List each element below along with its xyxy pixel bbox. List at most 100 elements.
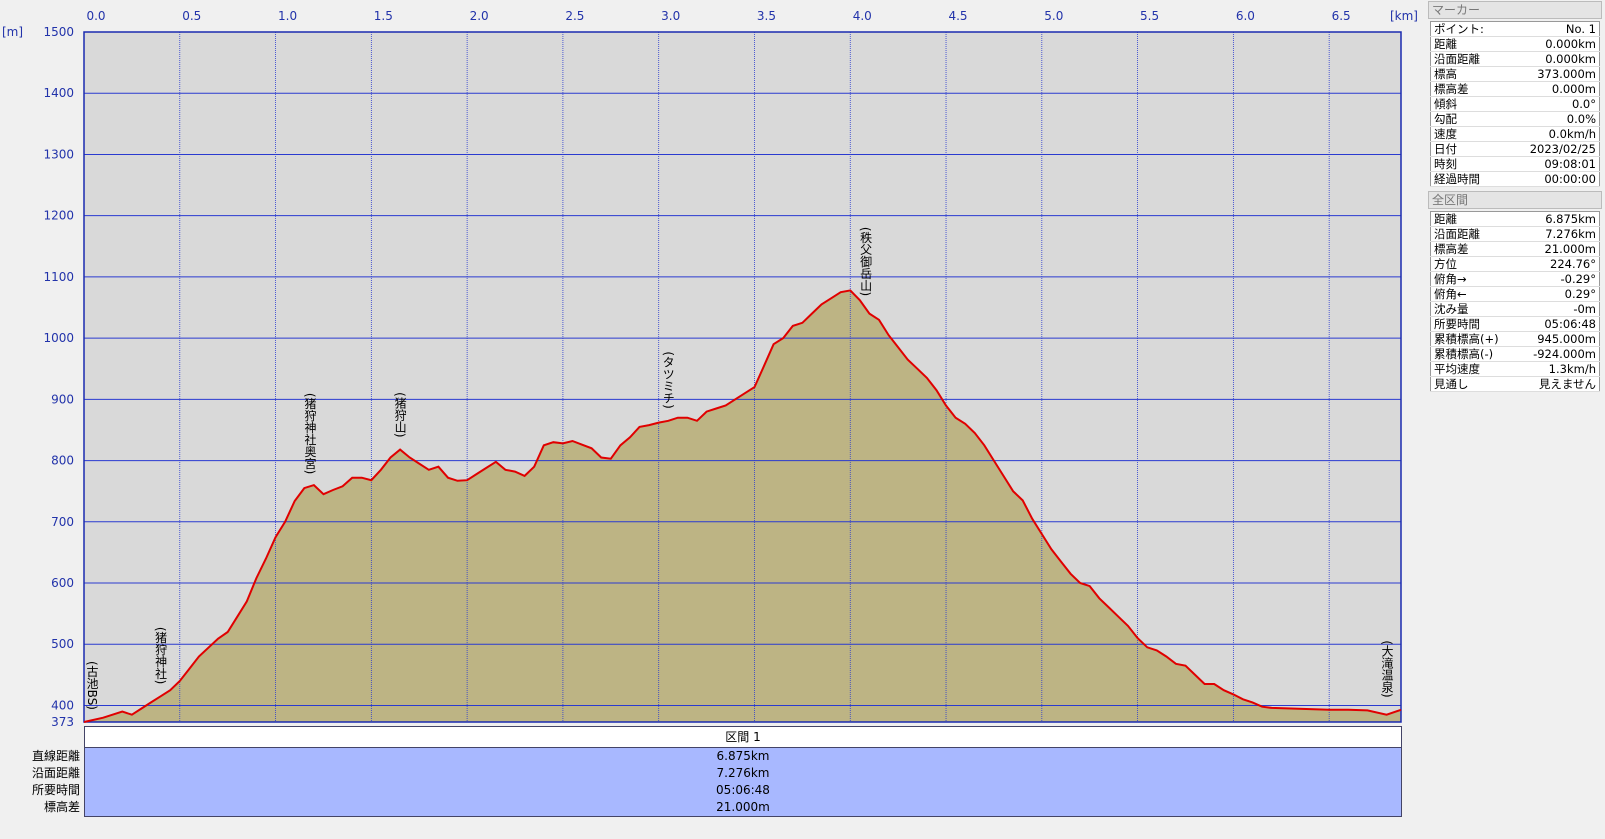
- info-panel: マーカー ポイント: No. 1 距離 0.000km 沿面距離 0.000km 標高 373.…: [1428, 0, 1602, 396]
- x-tick-label: 5.0: [1044, 9, 1063, 23]
- spacer: [0, 727, 85, 748]
- panel-label: 平均速度: [1430, 361, 1516, 377]
- panel-value: 0.000m: [1504, 81, 1600, 97]
- panel-value: 945.000m: [1516, 331, 1600, 347]
- panel-value: -0.29°: [1516, 271, 1600, 287]
- y-tick-label: 600: [51, 576, 74, 590]
- panel-row: 俯角← 0.29°: [1430, 286, 1600, 302]
- panel-value: 0.000km: [1504, 36, 1600, 52]
- panel-label: ポイント:: [1430, 21, 1505, 37]
- section-value: 7.276km: [84, 765, 1402, 782]
- panel-value: 0.0km/h: [1504, 126, 1600, 142]
- section-value: 6.875km: [84, 747, 1402, 765]
- panel-label: 速度: [1430, 126, 1505, 142]
- y-tick-label: 700: [51, 515, 74, 529]
- panel-row: 標高差 0.000m: [1430, 81, 1600, 97]
- panel-row: 沈み量 -0m: [1430, 301, 1600, 317]
- panel-label: 距離: [1430, 211, 1516, 227]
- plot-border: [83, 31, 1402, 723]
- x-tick-label: 3.0: [661, 9, 680, 23]
- y-tick-label: 900: [51, 392, 74, 406]
- panel-label: 俯角←: [1430, 286, 1516, 302]
- waypoint-label: (猪狩神社): [154, 627, 168, 684]
- waypoint-label: (猪狩神社奥宮): [303, 393, 317, 474]
- y-tick-label: 1500: [43, 25, 74, 39]
- panel-label: 沿面距離: [1430, 51, 1505, 67]
- panel-value: 0.000km: [1504, 51, 1600, 67]
- x-tick-label: 6.0: [1236, 9, 1255, 23]
- panel-label: 所要時間: [1430, 316, 1516, 332]
- waypoint-label: (古池BS): [85, 661, 99, 710]
- panel-label: 見通し: [1430, 376, 1516, 392]
- panel-label: 時刻: [1430, 156, 1505, 172]
- panel-row: 累積標高(+) 945.000m: [1430, 331, 1600, 347]
- panel-label: 日付: [1430, 141, 1505, 157]
- panel-row: 傾斜 0.0°: [1430, 96, 1600, 112]
- x-tick-label: 0.5: [182, 9, 201, 23]
- section-header: 区間 1: [84, 726, 1402, 748]
- panel-label: 沿面距離: [1430, 226, 1516, 242]
- panel-row: 所要時間 05:06:48: [1430, 316, 1600, 332]
- area-fill: [84, 290, 1401, 722]
- section-table: 区間 1 直線距離 6.875km 沿面距離 7.276km 所要時間 05:06:48 標高…: [0, 726, 1402, 817]
- panel-row: 速度 0.0km/h: [1430, 126, 1600, 142]
- panel-row: 累積標高(-) -924.000m: [1430, 346, 1600, 362]
- panel-value: 21.000m: [1516, 241, 1600, 257]
- panel-row: 距離 0.000km: [1430, 36, 1600, 52]
- panel-label: 累積標高(-): [1430, 346, 1516, 362]
- panel-row: 沿面距離 7.276km: [1430, 226, 1600, 242]
- y-tick-label: 1100: [43, 270, 74, 284]
- panel-label: 標高: [1430, 66, 1505, 82]
- panel-value: 0.0°: [1504, 96, 1600, 112]
- y-tick-label: 1400: [43, 86, 74, 100]
- x-tick-label: 1.0: [278, 9, 297, 23]
- panel-title: マーカー: [1428, 1, 1602, 19]
- panel-title: 全区間: [1428, 191, 1602, 209]
- y-tick-label: 800: [51, 454, 74, 468]
- section-value: 05:06:48: [84, 782, 1402, 799]
- section-row: 標高差 21.000m: [0, 799, 1402, 817]
- panel-label: 勾配: [1430, 111, 1505, 127]
- panel-row: 俯角→ -0.29°: [1430, 271, 1600, 287]
- panel-label: 距離: [1430, 36, 1505, 52]
- panel-row: 標高 373.000m: [1430, 66, 1600, 82]
- x-tick-label: 2.5: [565, 9, 584, 23]
- waypoint-label: (秩父御岳山): [859, 227, 873, 296]
- panel-row: ポイント: No. 1: [1430, 21, 1600, 37]
- panel-row: 方位 224.76°: [1430, 256, 1600, 272]
- panel-row: 日付 2023/02/25: [1430, 141, 1600, 157]
- x-tick-label: 4.0: [853, 9, 872, 23]
- section-header-row: 区間 1: [0, 726, 1402, 748]
- panel-value: 00:00:00: [1504, 171, 1600, 187]
- panel-row: 勾配 0.0%: [1430, 111, 1600, 127]
- panel-value: 0.0%: [1504, 111, 1600, 127]
- panel-value: 09:08:01: [1504, 156, 1600, 172]
- profile-chart: [m] [km] 373 400 500 600 700 800 900 1000 1100 12…: [2, 9, 1418, 726]
- y-tick-label: 400: [51, 698, 74, 712]
- panel-table: ポイント: No. 1 距離 0.000km 沿面距離 0.000km 標高 373.000m…: [1430, 21, 1600, 187]
- panel-row: 時刻 09:08:01: [1430, 156, 1600, 172]
- panel-row: 平均速度 1.3km/h: [1430, 361, 1600, 377]
- x-tick-label: 0.0: [86, 9, 105, 23]
- y-tick-label: 1000: [43, 331, 74, 345]
- panel-table: 距離 6.875km 沿面距離 7.276km 標高差 21.000m 方位 224.76° 俯…: [1430, 211, 1600, 392]
- section-row: 所要時間 05:06:48: [0, 782, 1402, 799]
- y-tick-label: 1300: [43, 147, 74, 161]
- section-label: 所要時間: [31, 783, 80, 797]
- panel-label: 経過時間: [1430, 171, 1505, 187]
- section-value: 21.000m: [84, 799, 1402, 817]
- section-row: 沿面距離 7.276km: [0, 765, 1402, 782]
- panel-value: 7.276km: [1516, 226, 1600, 242]
- panel-value: -0m: [1516, 301, 1600, 317]
- panel-value: 0.29°: [1516, 286, 1600, 302]
- y-tick-label: 1200: [43, 209, 74, 223]
- x-tick-label: 2.0: [470, 9, 489, 23]
- x-tick-label: 3.5: [757, 9, 776, 23]
- waypoint-label: (大滝温泉): [1380, 640, 1394, 697]
- panel-row: 標高差 21.000m: [1430, 241, 1600, 257]
- panel-label: 沈み量: [1430, 301, 1516, 317]
- panel-value: -924.000m: [1516, 346, 1600, 362]
- panel-label: 標高差: [1430, 81, 1505, 97]
- panel-label: 標高差: [1430, 241, 1516, 257]
- profile-line: [83, 289, 1402, 723]
